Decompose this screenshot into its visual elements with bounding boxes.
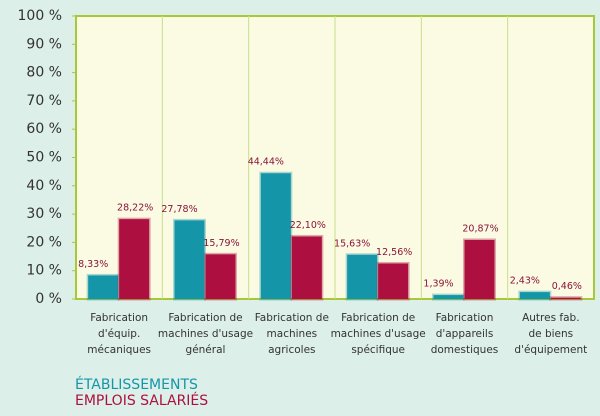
bar	[345, 253, 379, 301]
value-label: 28,22%	[117, 203, 153, 214]
legend-entry: ÉTABLISSEMENTS	[75, 376, 198, 393]
x-tick-label: de biens	[529, 328, 574, 340]
bar	[86, 273, 120, 301]
y-tick-label: 30 %	[26, 206, 62, 222]
value-label: 12,56%	[376, 247, 412, 258]
x-tick-label: agricoles	[268, 344, 315, 356]
x-tick-label: Fabrication de	[341, 312, 415, 324]
value-label: 15,79%	[203, 238, 239, 249]
bar	[117, 217, 151, 301]
bar	[518, 290, 552, 301]
y-tick-label: 40 %	[26, 178, 62, 194]
x-tick-label: d'équipement	[514, 344, 587, 356]
y-tick-label: 10 %	[26, 263, 62, 279]
y-tick-label: 70 %	[26, 93, 62, 109]
bar	[290, 234, 324, 301]
x-tick-label: Fabrication	[436, 312, 494, 324]
value-label: 27,78%	[161, 204, 197, 215]
x-tick-label: Autres fab.	[522, 312, 579, 324]
y-tick-label: 50 %	[26, 150, 62, 166]
y-tick-label: 20 %	[26, 234, 62, 250]
x-tick-label: d'appareils	[436, 328, 494, 340]
bar	[549, 296, 583, 301]
x-tick-label: Fabrication de	[255, 312, 329, 324]
value-label: 44,44%	[248, 157, 284, 168]
x-tick-label: d'équip.	[98, 328, 140, 340]
x-tick-label: Fabrication de	[168, 312, 242, 324]
bar	[173, 218, 206, 301]
value-label: 2,43%	[510, 276, 540, 287]
y-tick-label: 100 %	[18, 8, 62, 24]
x-tick-label: général	[186, 344, 226, 356]
bar	[463, 238, 496, 301]
x-tick-label: spécifique	[351, 344, 405, 356]
bar	[204, 252, 237, 301]
value-label: 1,39%	[423, 279, 453, 290]
bar	[376, 261, 410, 301]
bar	[259, 171, 293, 301]
x-tick-label: mécaniques	[87, 344, 151, 356]
bar	[432, 293, 465, 301]
y-tick-label: 90 %	[26, 36, 62, 52]
y-tick-label: 0 %	[35, 291, 62, 307]
x-tick-label: Fabrication	[90, 312, 148, 324]
y-tick-label: 80 %	[26, 65, 62, 81]
x-tick-label: machines d'usage	[331, 328, 426, 340]
legend-entry: EMPLOIS SALARIÉS	[75, 392, 208, 409]
value-label: 20,87%	[462, 223, 498, 234]
y-tick-label: 60 %	[26, 121, 62, 137]
value-label: 8,33%	[78, 259, 108, 270]
x-tick-label: domestiques	[431, 344, 499, 356]
x-tick-label: machines d'usage	[158, 328, 253, 340]
x-tick-label: machines	[267, 328, 318, 340]
value-label: 0,46%	[552, 281, 582, 292]
value-label: 22,10%	[290, 220, 326, 231]
value-label: 15,63%	[334, 238, 370, 249]
